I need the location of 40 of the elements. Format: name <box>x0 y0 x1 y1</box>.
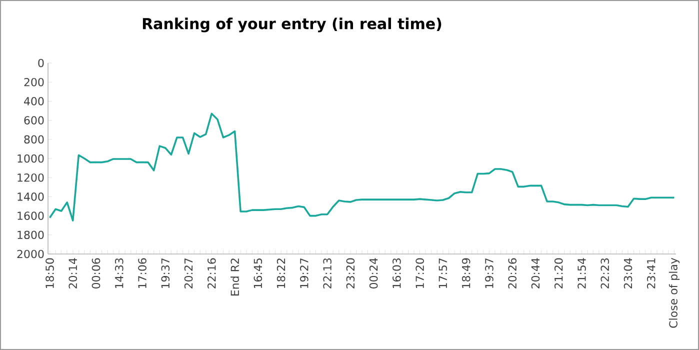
x-tick-label: 16:45 <box>254 258 262 288</box>
y-tick-label: 800 <box>24 135 44 144</box>
x-tick-label: 19:37 <box>485 258 494 288</box>
x-tick-label: 19:37 <box>161 258 170 288</box>
x-tick-label: 20:26 <box>508 258 517 288</box>
y-tick-label: 0 <box>38 58 44 68</box>
x-tick-label: 20:14 <box>68 258 78 288</box>
x-tick-label: 14:33 <box>114 258 124 288</box>
x-tick-label: 23:20 <box>346 258 355 288</box>
x-tick-label: 19:27 <box>300 258 308 288</box>
x-tick-label: 22:13 <box>323 258 332 288</box>
x-tick-label: 21:20 <box>554 258 563 288</box>
x-tick-label: 23:04 <box>624 258 632 288</box>
x-tick-label: 00:24 <box>369 258 378 288</box>
y-tick-label: 200 <box>24 78 44 86</box>
y-tick-label: 1800 <box>18 230 44 240</box>
x-tick-label: 17:57 <box>438 258 448 288</box>
x-tick-label: 18:22 <box>276 258 286 288</box>
x-tick-label: 17:20 <box>416 258 424 288</box>
x-tick-label: 22:16 <box>208 258 216 288</box>
x-tick-label: 20:44 <box>531 258 540 288</box>
x-tick-label: Close of play <box>668 258 680 328</box>
x-tick-label: 16:03 <box>392 258 401 288</box>
y-tick-label: 1200 <box>18 173 44 182</box>
x-tick-label: End R2 <box>230 258 240 296</box>
y-tick-label: 1000 <box>18 154 44 163</box>
y-tick-label: 1600 <box>18 212 44 220</box>
y-tick-label: 1400 <box>18 192 44 201</box>
x-tick-label: 18:50 <box>46 258 54 288</box>
y-tick-label: 400 <box>24 97 44 106</box>
x-tick-label: 17:06 <box>138 258 146 288</box>
x-tick-label: 23:41 <box>646 258 656 288</box>
chart-title: Ranking of your entry (in real time) <box>142 18 442 32</box>
x-tick-label: 00:06 <box>92 258 100 288</box>
y-tick-label: 2000 <box>17 250 44 258</box>
y-tick-label: 600 <box>24 116 44 124</box>
x-tick-label: 20:27 <box>184 258 193 288</box>
x-tick-label: 22:23 <box>600 258 610 288</box>
x-tick-label: 18:49 <box>462 258 470 288</box>
x-tick-label: 21:54 <box>578 258 586 288</box>
